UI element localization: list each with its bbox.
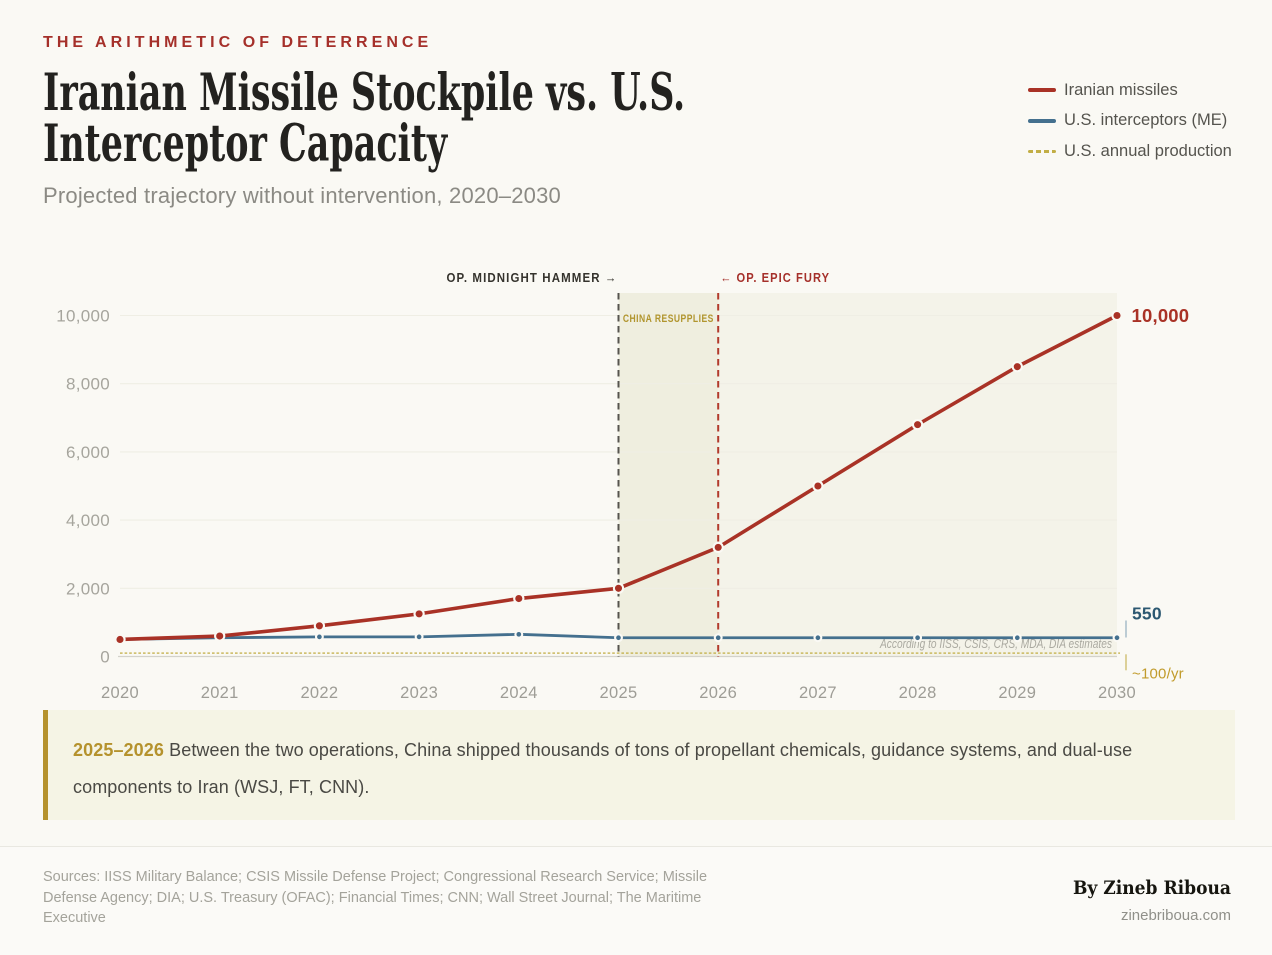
data-point-0 — [1111, 309, 1123, 322]
data-point-0 — [812, 480, 824, 492]
data-point-1 — [414, 632, 424, 642]
legend-label: U.S. annual production — [1064, 141, 1232, 160]
x-tick-label: 2028 — [899, 684, 937, 702]
chart-canvas: 0 2,000 4,000 6,000 8,000 10,000 2020 2021 2022 2… — [56, 271, 1190, 702]
page-title-line2: Interceptor Capacity — [43, 113, 448, 174]
footer-band — [0, 846, 1272, 955]
legend-swatch-line — [1028, 118, 1056, 123]
data-point-0 — [712, 541, 724, 554]
legend-swatch-line — [1028, 88, 1056, 93]
website-credit: zinebriboua.com — [1120, 907, 1231, 924]
y-tick-label: 8,000 — [66, 375, 110, 394]
legend-item-0: Iranian missiles — [1028, 75, 1232, 106]
data-point-0 — [114, 633, 126, 646]
end-label-us-interceptors: 550 — [1132, 604, 1162, 624]
x-tick-label: 2024 — [500, 684, 538, 702]
page-subtitle: Projected trajectory without interventio… — [43, 183, 561, 208]
x-tick-label: 2026 — [699, 684, 737, 702]
legend-label: U.S. interceptors (ME) — [1064, 111, 1228, 130]
data-point-0 — [1011, 361, 1023, 373]
end-label-us-production: ~100/yr — [1132, 666, 1184, 683]
legend-item-2: U.S. annual production — [1028, 136, 1232, 167]
byline: By Zineb Riboua — [1072, 877, 1231, 899]
y-tick-label: 10,000 — [56, 307, 110, 326]
event-label-0: OP. MIDNIGHT HAMMER → — [447, 271, 618, 285]
data-point-1 — [514, 629, 524, 639]
y-tick-label: 4,000 — [66, 511, 110, 530]
page-title-line1: Iranian Missile Stockpile vs. U.S. — [43, 63, 686, 123]
x-tick-label: 2020 — [101, 684, 139, 702]
legend-label: Iranian missiles — [1064, 80, 1178, 99]
y-tick-label: 0 — [100, 648, 110, 667]
x-tick-label: 2025 — [600, 684, 638, 702]
data-point-1 — [913, 633, 923, 643]
x-tick-label: 2027 — [799, 684, 837, 702]
legend-item-1: U.S. interceptors (ME) — [1028, 106, 1232, 137]
data-point-1 — [813, 633, 823, 643]
data-point-0 — [911, 418, 924, 431]
data-point-0 — [313, 620, 326, 632]
y-tick-label: 6,000 — [66, 443, 110, 462]
end-label-iranian-missiles: 10,000 — [1132, 305, 1190, 326]
x-tick-label: 2029 — [998, 684, 1036, 702]
chart-legend: Iranian missiles U.S. interceptors (ME) U.… — [1028, 75, 1232, 167]
data-point-0 — [513, 592, 525, 605]
sources-note: Sources: IISS Military Balance; CSIS Mis… — [43, 869, 708, 926]
callout-text: Between the two operations, China shippe… — [73, 740, 1133, 797]
data-point-0 — [612, 582, 625, 594]
x-tick-label: 2030 — [1098, 684, 1136, 702]
x-tick-label: 2022 — [300, 684, 338, 702]
data-point-1 — [314, 632, 324, 642]
eyebrow-kicker: THE ARITHMETIC OF DETERRENCE — [43, 34, 433, 51]
y-tick-label: 2,000 — [66, 579, 110, 598]
legend-swatch-dashed — [1028, 149, 1056, 153]
shaded-region-1 — [618, 293, 719, 657]
event-label-1: ← OP. EPIC FURY — [720, 271, 830, 285]
data-point-1 — [1112, 633, 1122, 643]
data-point-0 — [214, 630, 226, 642]
data-point-1 — [713, 633, 723, 643]
estimates-note: According to IISS, CSIS, CRS, MDA, DIA e… — [879, 636, 1112, 651]
callout-box: 2025–2026 Between the two operations, Ch… — [43, 710, 1235, 820]
data-point-1 — [614, 633, 623, 643]
page-title: Iranian Missile Stockpile vs. U.S. Interc… — [43, 68, 685, 170]
data-point-0 — [413, 608, 425, 620]
x-tick-label: 2023 — [400, 684, 438, 702]
callout-date-range: 2025–2026 — [73, 740, 164, 760]
data-point-1 — [1012, 633, 1022, 643]
x-tick-label: 2021 — [201, 684, 239, 702]
band-label: CHINA RESUPPLIES — [623, 313, 714, 325]
chart-area: 0 2,000 4,000 6,000 8,000 10,000 2020 2021 2022 2… — [0, 255, 1272, 710]
